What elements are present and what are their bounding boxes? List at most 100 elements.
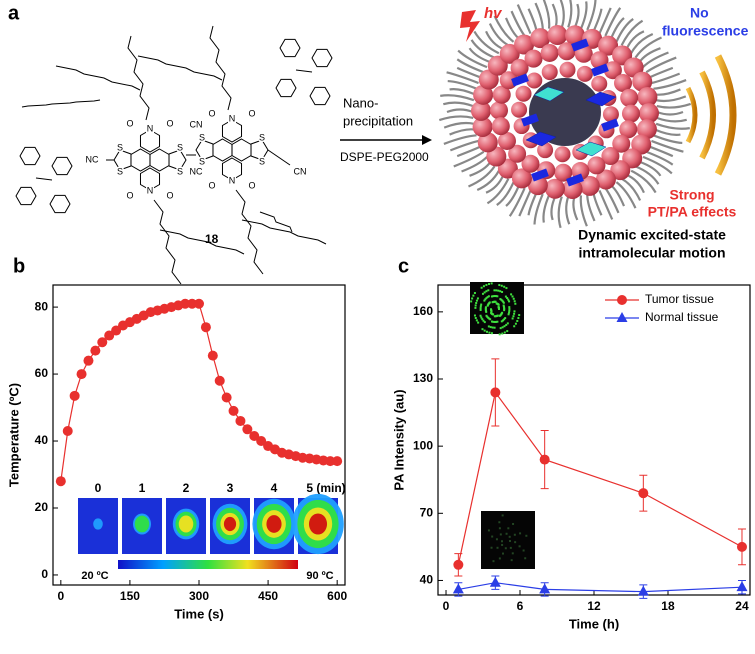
pa-pixel (500, 320, 503, 323)
lipid-sphere (477, 132, 498, 153)
lipid-sphere (620, 88, 639, 107)
ring (231, 138, 252, 162)
ring (15, 186, 37, 206)
atom-label: N (147, 185, 154, 195)
blue-unit (601, 118, 619, 132)
pa-pixel (495, 289, 498, 292)
peg-chain (527, 8, 538, 32)
pa-pixel (475, 299, 478, 302)
lipid-sphere (638, 103, 659, 124)
atom-label: S (117, 142, 123, 152)
ring (212, 138, 233, 162)
pa-pixel (522, 549, 525, 552)
pa-pixel (490, 282, 493, 285)
x-tick-label: 12 (587, 599, 601, 613)
alkyl-chain (55, 65, 141, 91)
alkyl-chain (259, 211, 293, 233)
pa-pixel (504, 317, 507, 320)
pa-pixel (487, 325, 490, 328)
ring (309, 86, 331, 106)
lipid-sphere (499, 43, 520, 64)
pa-pixel (487, 289, 490, 292)
pa-pixel (503, 309, 506, 312)
pa-pixel (493, 326, 496, 329)
pa-pixel (490, 310, 493, 313)
atom-label: S (117, 166, 123, 176)
peg-chain (579, 1, 588, 30)
pa-pixel (501, 326, 504, 329)
peg-chain (542, 194, 551, 223)
pa-pixel (490, 295, 493, 298)
pa-pixel (483, 329, 486, 332)
marker (325, 456, 336, 467)
atom-label: O (126, 190, 133, 200)
marker (242, 424, 253, 435)
pa-pixel (506, 297, 509, 300)
pa-pixel (513, 325, 516, 328)
x-tick-label: 0 (443, 599, 450, 613)
pa-image (481, 511, 535, 569)
pa-pixel (499, 327, 502, 330)
lipid-sphere (587, 156, 606, 175)
peg-chain (550, 195, 557, 221)
pa-pixel (502, 552, 505, 555)
atom-label: O (208, 108, 215, 118)
marker (736, 541, 747, 552)
alkyl-chain (137, 55, 223, 81)
marker (194, 298, 204, 309)
peg-chain (508, 187, 526, 217)
pa-pixel (496, 314, 499, 317)
lipid-sphere (637, 87, 658, 108)
y-tick-label: 40 (35, 433, 49, 447)
peg-chain (621, 177, 642, 201)
peg-chain (642, 51, 669, 68)
pa-pixel (508, 300, 511, 303)
cyan-core (533, 86, 565, 102)
heat-arc (685, 86, 698, 144)
pa-pixel (491, 301, 494, 304)
marker (332, 456, 343, 467)
lipid-sphere (610, 160, 631, 181)
lipid-sphere (612, 134, 631, 153)
lipid-sphere (544, 178, 565, 199)
colorbar-label: 20 ºC (81, 570, 108, 582)
atom-label: N (147, 123, 154, 133)
pa-pixel (497, 289, 500, 292)
pa-pixel (510, 559, 513, 562)
peg-chain (615, 181, 637, 209)
peg-chain (655, 95, 687, 103)
pa-pixel (492, 560, 495, 563)
alkyl-chain (209, 25, 232, 111)
pa-pixel (475, 319, 478, 322)
light-icon (460, 10, 480, 42)
lipid-sphere (554, 163, 573, 182)
pa-pixel (508, 535, 511, 538)
pa-pixel (486, 330, 489, 333)
y-tick-label: 160 (413, 304, 433, 318)
ring (250, 139, 269, 161)
pa-pixel (486, 296, 489, 299)
pa-pixel (524, 557, 527, 560)
pa-pixel (494, 295, 497, 298)
pa-pixel (470, 300, 473, 303)
marker (617, 295, 627, 305)
pa-pixel (510, 293, 513, 296)
pa-pixel (503, 307, 506, 310)
lipid-sphere (524, 49, 543, 68)
ring (221, 157, 243, 181)
atom-label: O (126, 118, 133, 128)
emission-note: No (690, 5, 709, 21)
pa-pixel (479, 305, 482, 308)
marker (228, 405, 239, 416)
pa-pixel (487, 529, 490, 532)
peg-chain (651, 72, 681, 85)
marker (200, 322, 211, 333)
ring (275, 78, 297, 98)
y-tick-label: 70 (420, 505, 434, 519)
pa-pixel (481, 292, 484, 295)
pa-pixel (514, 322, 517, 325)
inset-label: 2 (183, 481, 190, 495)
marker (256, 436, 267, 447)
inset-label: 1 (139, 481, 146, 495)
atom-label: N (229, 175, 236, 185)
